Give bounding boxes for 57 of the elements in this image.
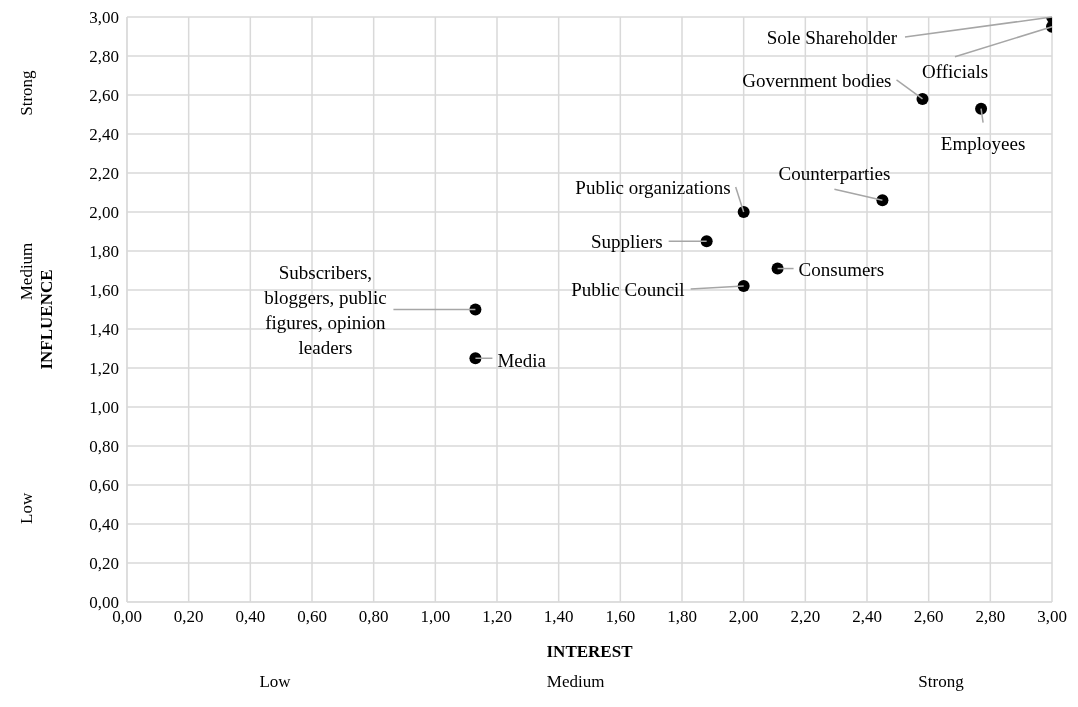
annotation: Government bodies	[742, 69, 892, 91]
y-tick-label: 1,60	[89, 281, 119, 301]
point	[771, 262, 784, 275]
x-tick-label: 0,20	[173, 607, 204, 627]
annotation: Officials	[921, 60, 989, 82]
point	[469, 352, 482, 365]
y-tick-label: 3,00	[89, 8, 119, 28]
x-tick-label: 1,20	[482, 607, 512, 627]
x-tick-label: 2,00	[728, 607, 759, 627]
annotation: Consumers	[798, 258, 885, 280]
y-tick-label: 0,60	[89, 476, 119, 496]
y-tick-label: 1,20	[89, 359, 119, 379]
y-tick-label: 2,00	[89, 203, 119, 223]
y-tick-label: 2,80	[89, 47, 119, 67]
y-tick-label: 0,80	[89, 437, 119, 457]
x-tick-label: 2,20	[790, 607, 821, 627]
y-tick-label: 2,60	[89, 86, 119, 106]
x-tick-label: 1,40	[543, 607, 574, 627]
annotation: Sole Shareholder	[766, 26, 898, 48]
x-tick-label: 0,40	[235, 607, 266, 627]
annotation: Counterparties	[778, 162, 891, 184]
x-tick-label: 1,80	[667, 607, 697, 627]
y-axis-title: INFLUENCE	[37, 269, 56, 370]
point	[975, 102, 988, 115]
x-tick-label: 1,60	[605, 607, 636, 627]
x-tick-label: 0,00	[112, 607, 142, 627]
point	[737, 206, 750, 218]
x-tick-label: 0,80	[358, 607, 389, 627]
point	[916, 92, 929, 105]
x-tick-label: 2,80	[975, 607, 1006, 627]
text: Medium	[546, 672, 605, 691]
text: Low	[259, 672, 292, 691]
y-tick-label: 0,20	[89, 554, 119, 574]
y-tick-label: 0,40	[89, 515, 119, 535]
point	[700, 235, 713, 248]
text: Strong	[17, 69, 36, 116]
y-tick-label: 2,40	[89, 125, 119, 145]
annotation: Suppliers	[590, 230, 663, 252]
y-tick-label: 1,00	[89, 398, 119, 418]
x-tick-label: 0,60	[297, 607, 327, 627]
x-tick-label: 2,40	[852, 607, 882, 627]
x-axis-title: INTEREST	[546, 642, 634, 661]
annotation: Subscribers, bloggers, public figures, opinion leaders	[264, 261, 387, 358]
text: Medium	[17, 242, 36, 301]
text: Strong	[918, 672, 965, 691]
annotation: Public Council	[571, 278, 685, 300]
x-tick-label: 2,60	[913, 607, 944, 627]
annotation: Employees	[940, 132, 1026, 154]
annotation: Media	[497, 349, 547, 371]
y-tick-label: 1,40	[89, 320, 119, 340]
x-tick-label: 1,00	[420, 607, 451, 627]
point	[469, 303, 482, 316]
text: Low	[17, 492, 36, 524]
y-tick-label: 2,20	[89, 164, 119, 184]
annotation: Public organizations	[575, 176, 731, 198]
y-tick-label: 1,80	[89, 242, 119, 262]
x-tick-label: 3,00	[1037, 607, 1067, 627]
